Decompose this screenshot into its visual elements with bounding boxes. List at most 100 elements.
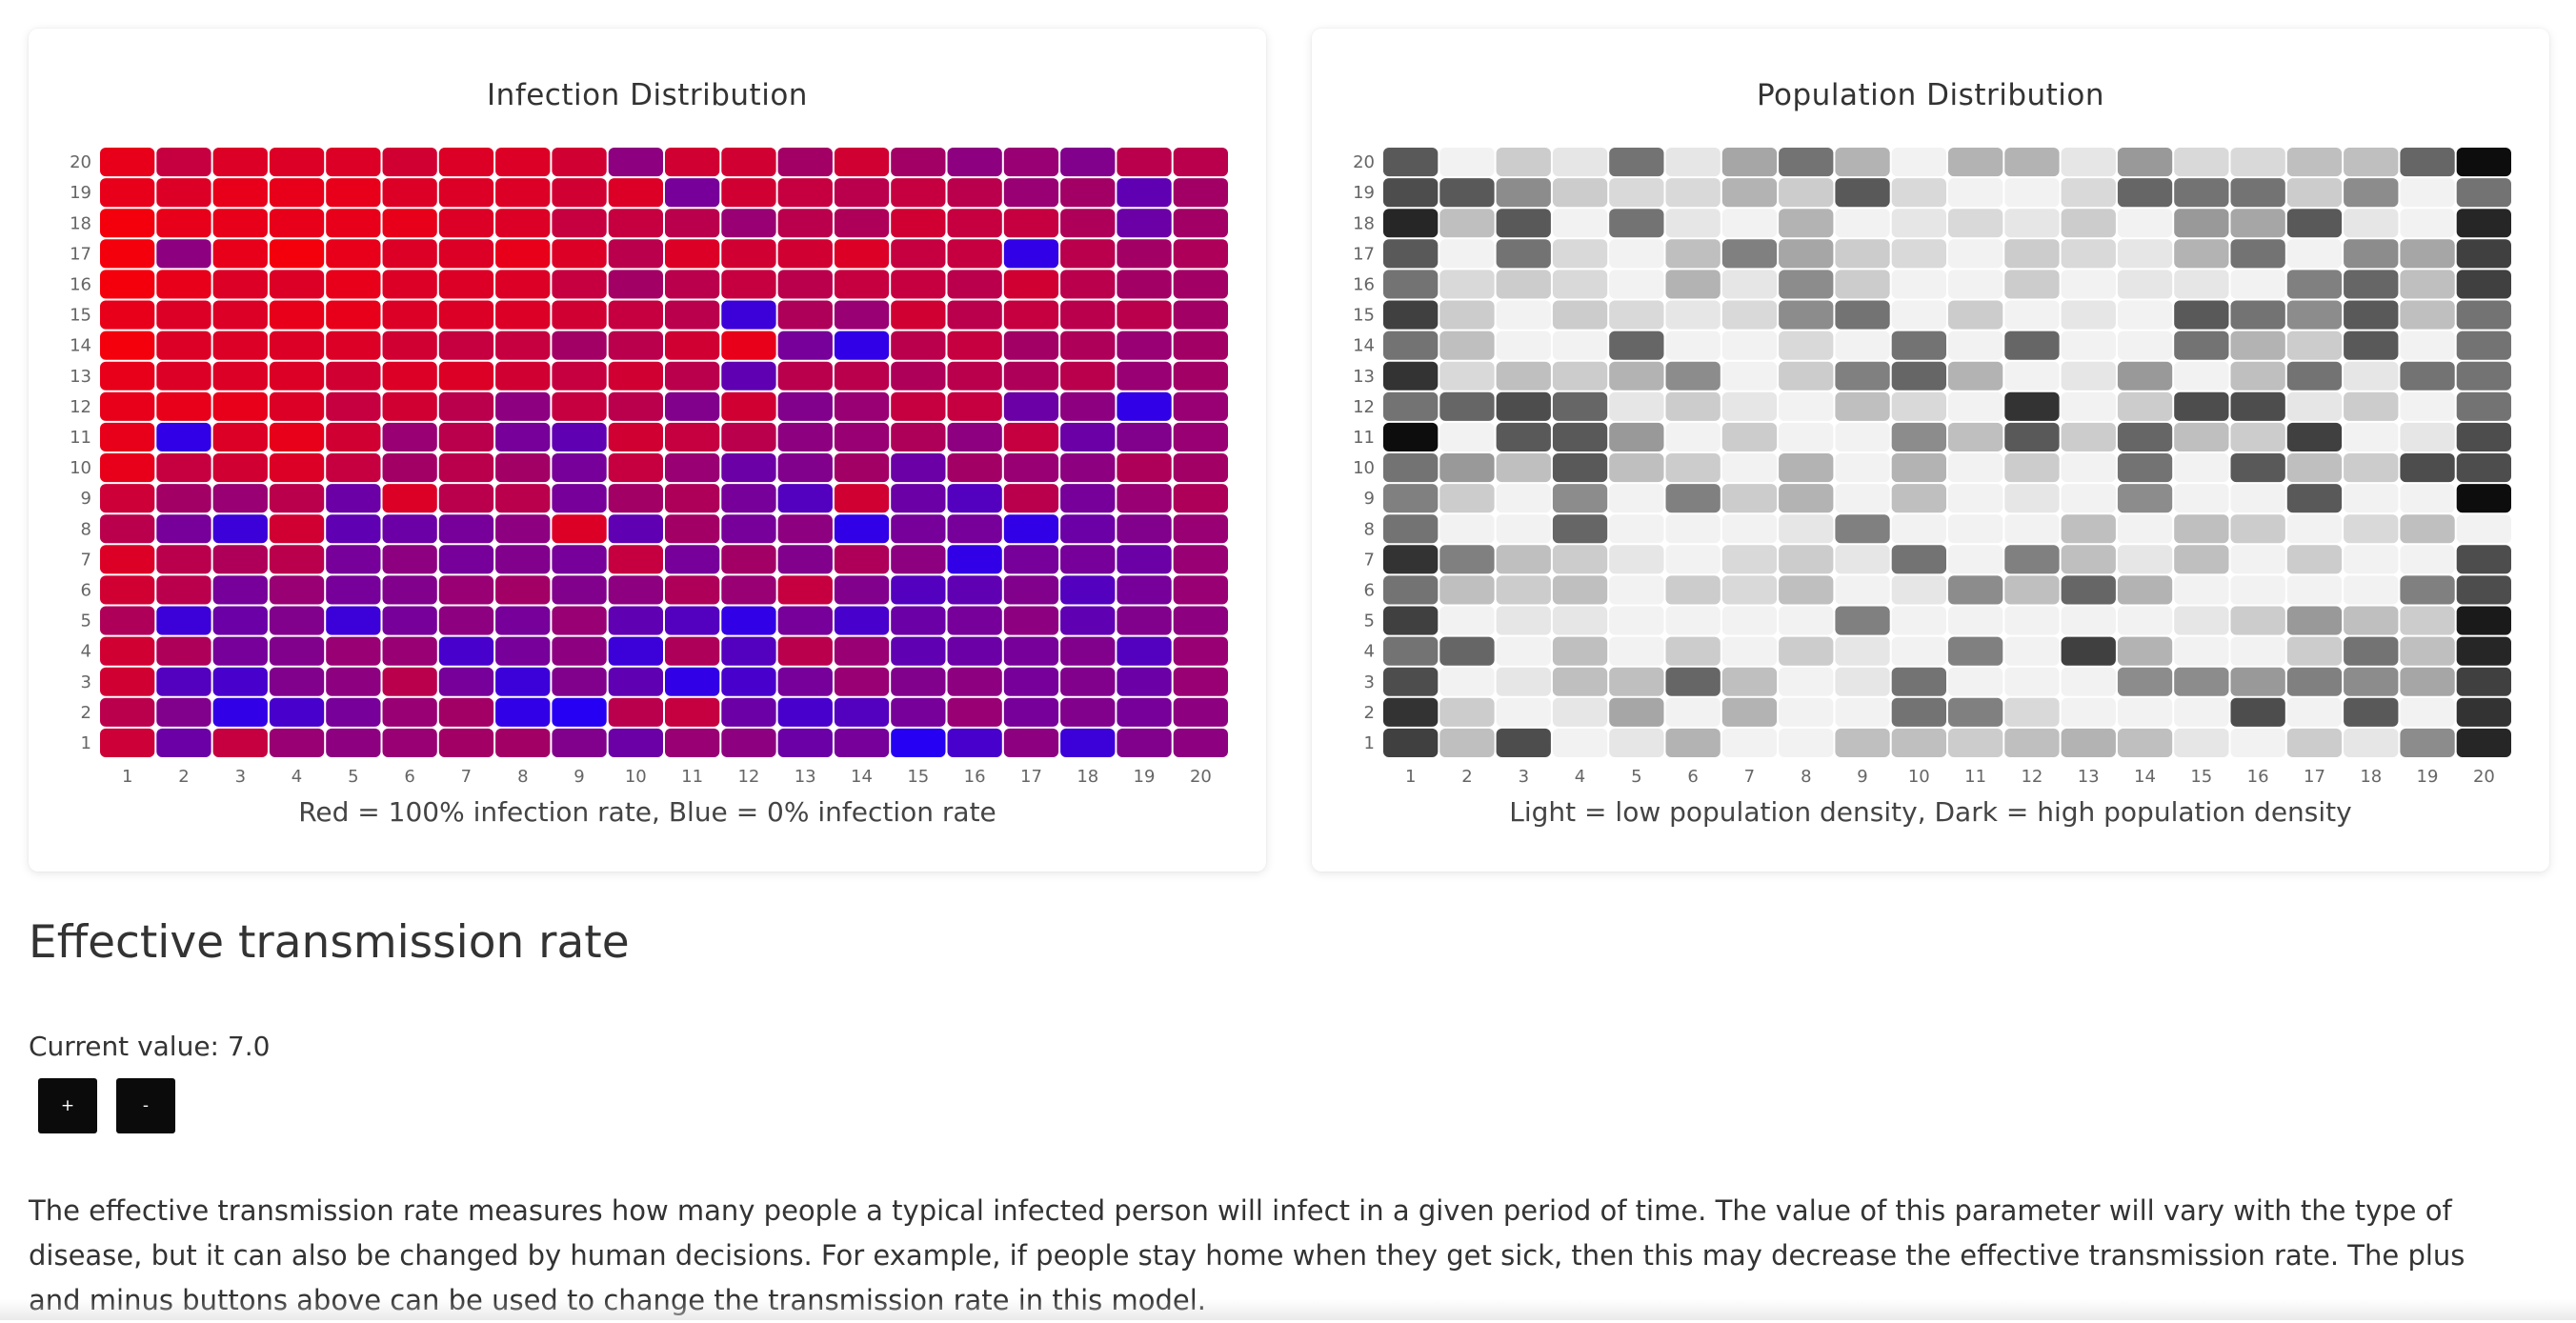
increase-rate-button[interactable]: +: [38, 1078, 97, 1133]
infection-x-tick-label: 4: [292, 767, 302, 787]
infection-cell-r14-c17: [1003, 331, 1059, 360]
population-cell-r20-c7: [1721, 148, 1778, 177]
population-cell-r8-c6: [1665, 514, 1721, 544]
population-cell-r3-c5: [1609, 667, 1664, 696]
infection-cell-r3-c4: [269, 667, 325, 696]
infection-cell-r12-c16: [947, 391, 1002, 421]
population-cell-r19-c9: [1835, 178, 1890, 208]
population-cell-r5-c13: [2061, 606, 2116, 635]
infection-cell-r2-c19: [1117, 697, 1172, 727]
infection-cell-r11-c13: [777, 422, 833, 451]
infection-cell-r18-c12: [721, 209, 776, 238]
population-cell-r20-c17: [2286, 148, 2343, 177]
population-distribution-card: Population Distribution 1 2 3 4 5 6 7 8 9 10 11 12 1…: [1312, 29, 2549, 872]
infection-cell-r18-c6: [382, 209, 437, 238]
infection-cell-r17-c3: [212, 239, 268, 269]
infection-cell-r19-c12: [721, 178, 776, 208]
infection-cell-r10-c14: [834, 453, 890, 483]
population-cell-r6-c11: [1948, 575, 2003, 605]
population-cell-r18-c19: [2400, 209, 2455, 238]
infection-cell-r6-c18: [1060, 575, 1116, 605]
infection-cell-r15-c1: [100, 300, 155, 330]
population-cell-r2-c2: [1439, 697, 1495, 727]
population-cell-r9-c11: [1948, 484, 2003, 513]
infection-cell-r14-c2: [156, 331, 211, 360]
infection-cell-r13-c11: [665, 361, 720, 391]
infection-cell-r1-c3: [212, 728, 268, 757]
population-cell-r20-c5: [1609, 148, 1664, 177]
infection-cell-r14-c1: [100, 331, 155, 360]
infection-cell-r2-c17: [1003, 697, 1059, 727]
infection-cell-r4-c15: [891, 636, 946, 666]
infection-cell-r1-c9: [552, 728, 607, 757]
population-cell-r16-c9: [1835, 270, 1890, 299]
population-cell-r13-c12: [2004, 361, 2060, 391]
infection-cell-r15-c12: [721, 300, 776, 330]
decrease-rate-button[interactable]: -: [116, 1078, 175, 1133]
infection-x-tick-label: 6: [404, 767, 414, 787]
population-cell-r7-c4: [1552, 545, 1608, 574]
population-cell-r14-c12: [2004, 331, 2060, 360]
population-cell-r10-c5: [1609, 453, 1664, 483]
population-x-tick-label: 20: [2473, 767, 2495, 787]
infection-cell-r14-c14: [834, 331, 890, 360]
infection-cell-r18-c20: [1173, 209, 1228, 238]
population-cell-r4-c1: [1383, 636, 1439, 666]
population-cell-r6-c10: [1891, 575, 1946, 605]
population-cell-r5-c8: [1779, 606, 1834, 635]
population-cell-r17-c8: [1779, 239, 1834, 269]
population-x-tick-label: 5: [1631, 767, 1641, 787]
infection-cell-r18-c2: [156, 209, 211, 238]
infection-cell-r18-c13: [777, 209, 833, 238]
infection-cell-r8-c19: [1117, 514, 1172, 544]
population-cell-r3-c1: [1383, 667, 1439, 696]
population-cell-r14-c16: [2230, 331, 2285, 360]
infection-cell-r14-c13: [777, 331, 833, 360]
infection-cell-r8-c9: [552, 514, 607, 544]
population-cell-r11-c18: [2344, 422, 2399, 451]
infection-cell-r5-c11: [665, 606, 720, 635]
infection-cell-r8-c11: [665, 514, 720, 544]
infection-cell-r7-c20: [1173, 545, 1228, 574]
population-cell-r7-c13: [2061, 545, 2116, 574]
infection-cell-r4-c8: [495, 636, 551, 666]
population-cell-r17-c1: [1383, 239, 1439, 269]
infection-cell-r20-c12: [721, 148, 776, 177]
infection-cell-r10-c18: [1060, 453, 1116, 483]
infection-cell-r11-c6: [382, 422, 437, 451]
infection-cell-r6-c2: [156, 575, 211, 605]
infection-cell-r6-c19: [1117, 575, 1172, 605]
infection-cell-r1-c10: [608, 728, 663, 757]
infection-cell-r10-c9: [552, 453, 607, 483]
population-cell-r17-c2: [1439, 239, 1495, 269]
bottom-fade: [0, 1299, 2576, 1320]
infection-cell-r7-c4: [269, 545, 325, 574]
infection-cell-r10-c1: [100, 453, 155, 483]
population-cell-r2-c3: [1496, 697, 1551, 727]
infection-cell-r18-c16: [947, 209, 1002, 238]
infection-cell-r17-c1: [100, 239, 155, 269]
infection-cell-r11-c18: [1060, 422, 1116, 451]
population-cell-r10-c15: [2174, 453, 2229, 483]
population-x-tick-label: 18: [2360, 767, 2382, 787]
population-cell-r12-c8: [1779, 391, 1834, 421]
infection-x-tick-label: 3: [235, 767, 246, 787]
infection-cell-r8-c1: [100, 514, 155, 544]
population-cell-r15-c11: [1948, 300, 2003, 330]
infection-y-tick-label: 18: [70, 213, 91, 233]
population-cell-r8-c1: [1383, 514, 1439, 544]
infection-cell-r16-c6: [382, 270, 437, 299]
population-cell-r3-c20: [2456, 667, 2511, 696]
population-cell-r4-c4: [1552, 636, 1608, 666]
population-cell-r3-c9: [1835, 667, 1890, 696]
population-cell-r6-c9: [1835, 575, 1890, 605]
population-cell-r3-c10: [1891, 667, 1946, 696]
infection-cell-r14-c5: [326, 331, 381, 360]
infection-cell-r16-c20: [1173, 270, 1228, 299]
population-cell-r12-c1: [1383, 391, 1439, 421]
infection-cell-r18-c1: [100, 209, 155, 238]
infection-cell-r4-c13: [777, 636, 833, 666]
infection-y-tick-label: 1: [81, 733, 91, 753]
infection-cell-r3-c3: [212, 667, 268, 696]
infection-cell-r18-c10: [608, 209, 663, 238]
